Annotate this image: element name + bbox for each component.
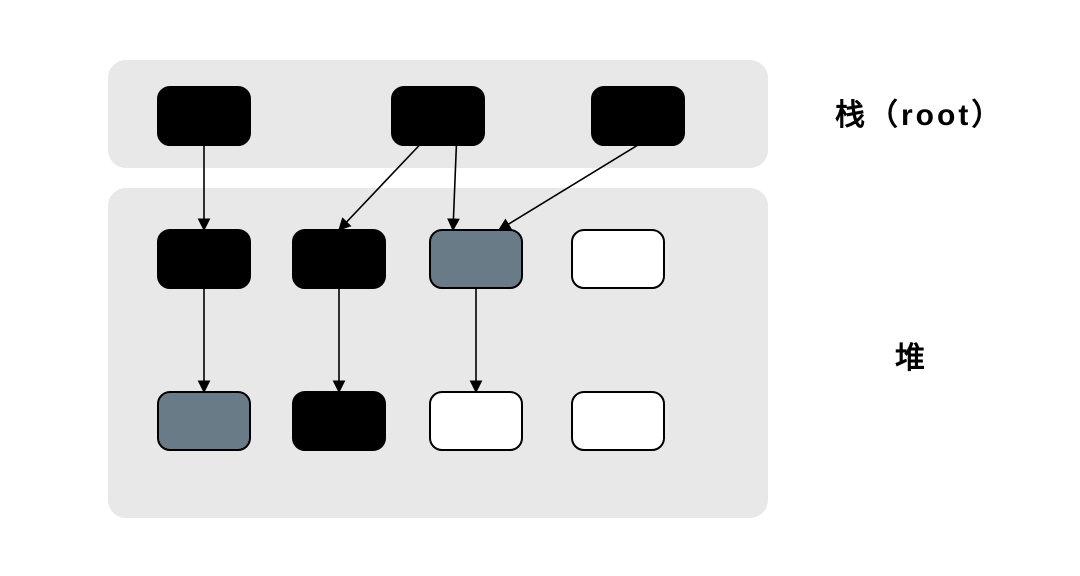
node-h4 <box>572 230 664 288</box>
node-h2 <box>293 230 385 288</box>
node-s3 <box>592 87 684 145</box>
node-s2 <box>392 87 484 145</box>
heap-label: 堆 <box>895 342 928 375</box>
stack-label: 栈（root） <box>835 98 1004 132</box>
node-h3 <box>430 230 522 288</box>
node-b2 <box>293 392 385 450</box>
node-s1 <box>158 87 250 145</box>
memory-diagram: 栈（root） 堆 <box>0 0 1080 576</box>
node-b4 <box>572 392 664 450</box>
node-h1 <box>158 230 250 288</box>
node-b3 <box>430 392 522 450</box>
node-b1 <box>158 392 250 450</box>
